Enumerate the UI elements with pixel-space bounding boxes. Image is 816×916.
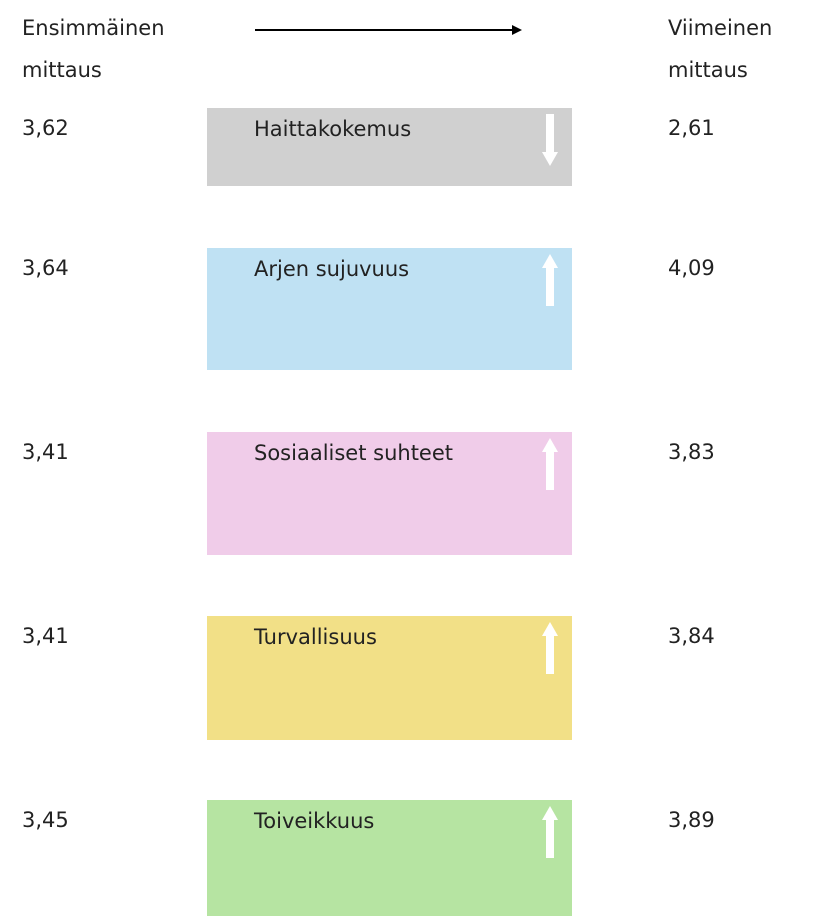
first-value: 3,41 xyxy=(22,440,69,464)
last-value: 2,61 xyxy=(668,116,715,140)
last-value: 3,83 xyxy=(668,440,715,464)
last-value: 3,84 xyxy=(668,624,715,648)
header-last-1: Viimeinen xyxy=(668,16,773,40)
row-box xyxy=(207,108,572,186)
first-value: 3,41 xyxy=(22,624,69,648)
last-value: 3,89 xyxy=(668,808,715,832)
change-arrow xyxy=(541,254,559,311)
first-value: 3,64 xyxy=(22,256,69,280)
change-arrow xyxy=(541,438,559,495)
first-value: 3,62 xyxy=(22,116,69,140)
row-box xyxy=(207,800,572,916)
row-label: Turvallisuus xyxy=(254,625,377,649)
header-first-1: Ensimmäinen xyxy=(22,16,165,40)
header-last-2: mittaus xyxy=(668,58,748,82)
row-box xyxy=(207,616,572,740)
row-label: Haittakokemus xyxy=(254,117,412,141)
first-value: 3,45 xyxy=(22,808,69,832)
change-arrow xyxy=(541,806,559,863)
row-box xyxy=(207,248,572,370)
change-arrow xyxy=(541,622,559,679)
row-box xyxy=(207,432,572,555)
row-label: Sosiaaliset suhteet xyxy=(254,441,453,465)
row-label: Toiveikkuus xyxy=(254,809,375,833)
time-arrow xyxy=(255,25,522,35)
header-first-2: mittaus xyxy=(22,58,102,82)
change-arrow xyxy=(541,114,559,171)
last-value: 4,09 xyxy=(668,256,715,280)
row-label: Arjen sujuvuus xyxy=(254,257,410,281)
